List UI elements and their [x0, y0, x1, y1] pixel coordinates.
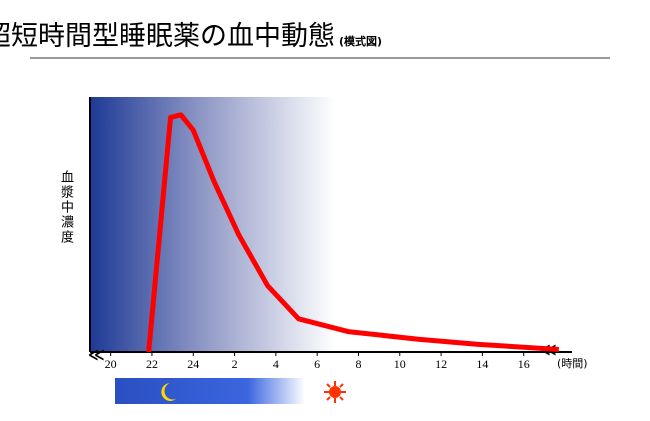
x-axis-label: (時間)	[557, 357, 588, 370]
night-shade	[90, 97, 335, 352]
y-axis-label: 血漿中濃度	[58, 170, 73, 245]
x-tick-label: 8	[355, 357, 361, 371]
x-tick-label: 24	[187, 357, 199, 371]
moon-icon	[161, 383, 176, 401]
concentration-line	[146, 112, 559, 353]
x-tick-label: 6	[314, 357, 320, 371]
sun-icon	[324, 381, 346, 403]
x-tick-label: 16	[518, 357, 530, 371]
chart-title: 超短時間型睡眠薬の血中動態	[0, 21, 335, 52]
x-tick-label: 4	[273, 357, 279, 371]
x-tick-label: 2	[232, 357, 238, 371]
x-tick-label: 12	[435, 357, 447, 371]
sleep-bar	[115, 378, 305, 404]
x-tick-label: 20	[105, 357, 117, 371]
x-tick-label: 22	[146, 357, 158, 371]
x-tick-label: 10	[394, 357, 406, 371]
axis-break: ≪	[88, 345, 105, 364]
x-tick-label: 14	[476, 357, 488, 371]
chart-subtitle: (模式図)	[339, 34, 382, 48]
